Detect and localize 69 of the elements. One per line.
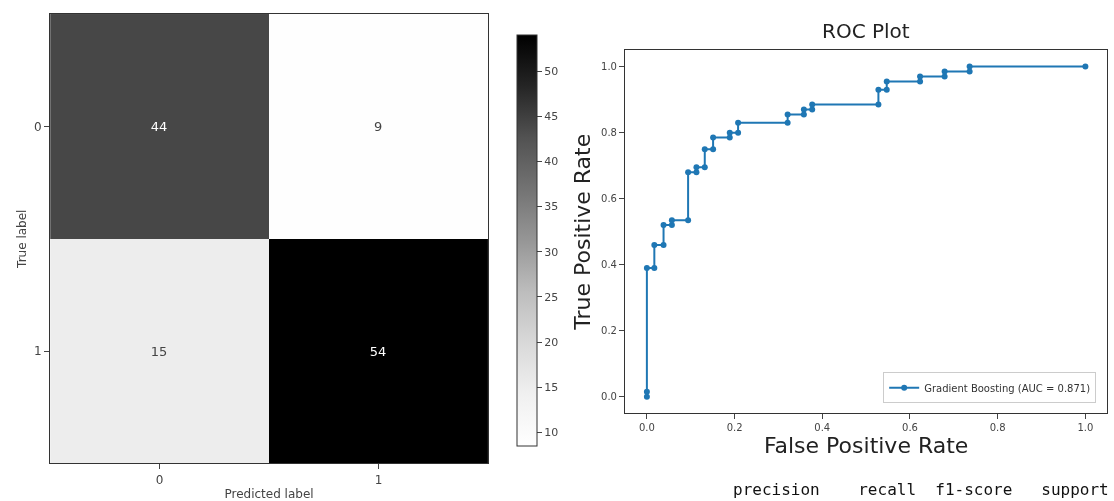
point <box>660 222 667 229</box>
point <box>693 169 700 176</box>
point <box>735 129 742 136</box>
color-bar-label: 25 <box>544 290 559 304</box>
point <box>784 111 791 118</box>
y-axis-title: True label <box>15 209 30 269</box>
color-bar-label: 35 <box>544 200 559 214</box>
data-label: 44 <box>150 118 168 134</box>
point <box>643 393 650 400</box>
x-axis-title: False Positive Rate <box>763 433 969 459</box>
point <box>710 146 717 153</box>
point <box>883 78 890 85</box>
y-axis-title: True Positive Rate <box>569 133 595 331</box>
point <box>668 222 675 229</box>
y-tick-label: 0.4 <box>601 259 617 271</box>
point <box>643 265 650 272</box>
point <box>685 169 692 176</box>
y-tick-label: 0.2 <box>601 325 617 337</box>
x-tick-label: 0.8 <box>989 422 1006 434</box>
point <box>800 106 807 113</box>
point <box>809 106 816 113</box>
point <box>668 217 675 224</box>
color-bar-label: 15 <box>544 381 559 395</box>
point <box>917 73 924 80</box>
y-tick-label: 0.8 <box>601 127 617 139</box>
point <box>710 134 717 141</box>
x-tick-label: 0.6 <box>902 422 918 434</box>
color-bar-label: 50 <box>544 64 559 78</box>
point <box>800 111 807 118</box>
point <box>701 146 708 153</box>
y-tick-label: 1.0 <box>601 61 617 73</box>
x-axis-title: Predicted label <box>224 487 314 501</box>
color-bar-label: 45 <box>544 110 559 124</box>
point <box>966 63 973 70</box>
point <box>941 68 948 75</box>
point <box>651 265 658 272</box>
point <box>651 241 658 248</box>
color-bar-label: 10 <box>544 426 559 440</box>
x-tick-label: 0.2 <box>726 422 743 434</box>
point <box>784 119 791 126</box>
data-label: 9 <box>373 118 383 134</box>
color-bar-label: 30 <box>544 245 559 259</box>
point <box>735 119 742 126</box>
point <box>809 101 816 108</box>
chart-title: ROC Plot <box>822 19 910 43</box>
point <box>1082 63 1089 70</box>
color-bar-label: 20 <box>544 335 559 349</box>
legend-label: Gradient Boosting (AUC = 0.871) <box>924 382 1091 394</box>
point <box>726 129 733 136</box>
point <box>660 241 667 248</box>
data-label: 15 <box>150 343 168 359</box>
data-label: 54 <box>369 343 387 359</box>
point <box>917 78 924 85</box>
x-tick-label: 0.4 <box>814 422 831 434</box>
point <box>726 134 733 141</box>
x-tick-label: 1.0 <box>1077 422 1094 434</box>
y-tick-label: 0.0 <box>601 391 617 403</box>
y-tick-label: 0.6 <box>601 193 617 205</box>
x-tick-label: 0.0 <box>638 422 655 434</box>
point <box>883 86 890 93</box>
point <box>643 388 650 395</box>
point <box>693 164 700 171</box>
text: precision recall f1-score support <box>733 480 1109 499</box>
point <box>875 86 882 93</box>
color-bar-label: 40 <box>544 155 559 169</box>
point <box>701 164 708 171</box>
point <box>875 101 882 108</box>
point <box>685 217 692 224</box>
point <box>966 68 973 75</box>
